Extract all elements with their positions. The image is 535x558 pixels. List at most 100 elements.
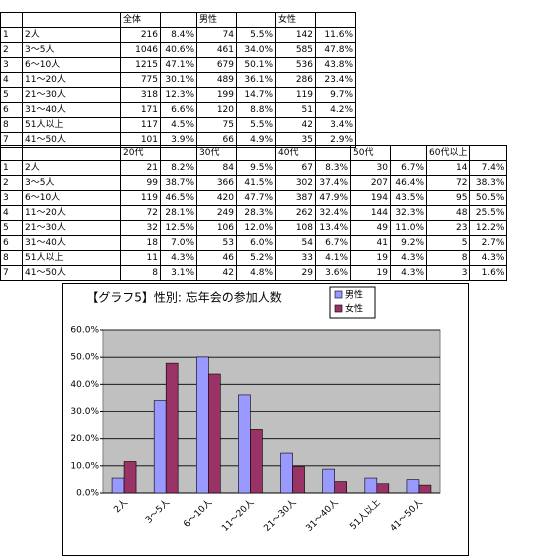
cell: 2人 xyxy=(22,27,121,43)
cell: 41.5% xyxy=(236,175,276,191)
cell xyxy=(236,145,276,161)
cell: 13.4% xyxy=(315,220,351,236)
chart-title: 【グラフ5】性別: 忘年会の参加人数 xyxy=(86,290,282,305)
cell: 3.4% xyxy=(315,117,356,133)
cell: 31～40人 xyxy=(22,235,121,251)
header-row: 20代 30代 40代 50代 60代以上 xyxy=(0,145,508,161)
cell: 249 xyxy=(196,205,237,221)
cell: 8.8% xyxy=(236,102,276,118)
cell: 5.2% xyxy=(236,250,276,266)
y-tick-label: 50.0% xyxy=(70,353,99,363)
cell: 4 xyxy=(0,205,23,221)
y-tick-label: 0.0% xyxy=(76,489,99,499)
cell: 8.2% xyxy=(160,160,197,176)
cell: 53 xyxy=(196,235,237,251)
cell: 1.6% xyxy=(469,265,508,281)
cell: 54 xyxy=(275,235,316,251)
bar xyxy=(334,481,347,494)
legend-swatch xyxy=(334,290,343,299)
bar xyxy=(322,468,335,494)
cell: 38.3% xyxy=(469,175,508,191)
cell: 51人以上 xyxy=(22,117,121,133)
cell: 119 xyxy=(275,87,316,103)
cell: 5 xyxy=(425,235,471,251)
cell: 8 xyxy=(120,265,161,281)
cell: 84 xyxy=(196,160,237,176)
cell: 5.5% xyxy=(236,27,276,43)
cell: 3.1% xyxy=(160,265,197,281)
cell: 8 xyxy=(0,250,23,266)
y-tick-label: 40.0% xyxy=(70,380,99,390)
cell: 12.5% xyxy=(160,220,197,236)
cell: 32.4% xyxy=(315,205,351,221)
cell: 47.7% xyxy=(236,190,276,206)
cell: 420 xyxy=(196,190,237,206)
cell: 536 xyxy=(275,57,316,73)
cell: 4.2% xyxy=(315,102,356,118)
cell: 95 xyxy=(425,190,471,206)
cell xyxy=(315,145,351,161)
cell: 2.7% xyxy=(469,235,508,251)
cell: 30 xyxy=(350,160,391,176)
cell: 194 xyxy=(350,190,391,206)
cell: 51人以上 xyxy=(22,250,121,266)
cell: 4.3% xyxy=(160,250,197,266)
cell: 2 xyxy=(0,175,23,191)
bar xyxy=(123,461,137,494)
y-tick-label: 20.0% xyxy=(70,434,99,444)
cell: 14 xyxy=(425,160,471,176)
cell: 女性 xyxy=(275,12,316,28)
cell: 11 xyxy=(120,250,161,266)
chart: 【グラフ5】性別: 忘年会の参加人数 0.0% 10.0% 20.0% 30.0% 40… xyxy=(62,283,469,556)
legend-label: 女性 xyxy=(345,303,363,315)
row: 8 51人以上 117 4.5% 75 5.5% 42 3.4% xyxy=(0,117,356,133)
cell: 34.0% xyxy=(236,42,276,58)
cell: 21 xyxy=(120,160,161,176)
cell: 41 xyxy=(350,235,391,251)
cell: 679 xyxy=(196,57,237,73)
cell: 262 xyxy=(275,205,316,221)
cell: 46.4% xyxy=(390,175,427,191)
bar xyxy=(111,477,125,494)
bar xyxy=(280,452,293,494)
cell: 1 xyxy=(0,27,23,43)
cell: 50代 xyxy=(350,145,391,161)
cell: 4.3% xyxy=(469,250,508,266)
row: 5 21～30人 318 12.3% 199 14.7% 119 9.7% xyxy=(0,87,356,103)
cell: 23 xyxy=(425,220,471,236)
cell: 8.4% xyxy=(160,27,197,43)
cell xyxy=(0,145,23,161)
cell: 216 xyxy=(120,27,161,43)
bar xyxy=(406,479,420,494)
cell: 366 xyxy=(196,175,237,191)
cell: 7.4% xyxy=(469,160,508,176)
cell: 23.4% xyxy=(315,72,356,88)
cell: 5.5% xyxy=(236,117,276,133)
cell: 4.3% xyxy=(390,265,427,281)
cell: 99 xyxy=(120,175,161,191)
cell: 120 xyxy=(196,102,237,118)
cell: 3 xyxy=(0,57,23,73)
cell: 6 xyxy=(0,102,23,118)
row: 6 31～40人 18 7.0% 53 6.0% 54 6.7% 41 9.2% 5 2.7% xyxy=(0,235,508,251)
row: 2 3～5人 1046 40.6% 461 34.0% 585 47.8% xyxy=(0,42,356,58)
cell: 119 xyxy=(120,190,161,206)
cell: 5 xyxy=(0,87,23,103)
cell: 32.3% xyxy=(390,205,427,221)
cell: 30代 xyxy=(196,145,237,161)
cell: 51 xyxy=(275,102,316,118)
cell: 31～40人 xyxy=(22,102,121,118)
cell: 50.1% xyxy=(236,57,276,73)
cell: 50.5% xyxy=(469,190,508,206)
cell: 585 xyxy=(275,42,316,58)
bar xyxy=(292,466,305,494)
cell: 489 xyxy=(196,72,237,88)
bar xyxy=(364,477,378,494)
row: 5 21～30人 32 12.5% 106 12.0% 108 13.4% 49 11.0% 23 1… xyxy=(0,220,508,236)
table: 20代 30代 40代 50代 60代以上 1 2人 21 8.2% 84 9.5% 67 8.3% 30… xyxy=(0,145,508,281)
cell: 43.5% xyxy=(390,190,427,206)
cell: 8 xyxy=(425,250,471,266)
cell xyxy=(315,12,356,28)
cell: 7.0% xyxy=(160,235,197,251)
legend-swatch xyxy=(334,304,343,313)
